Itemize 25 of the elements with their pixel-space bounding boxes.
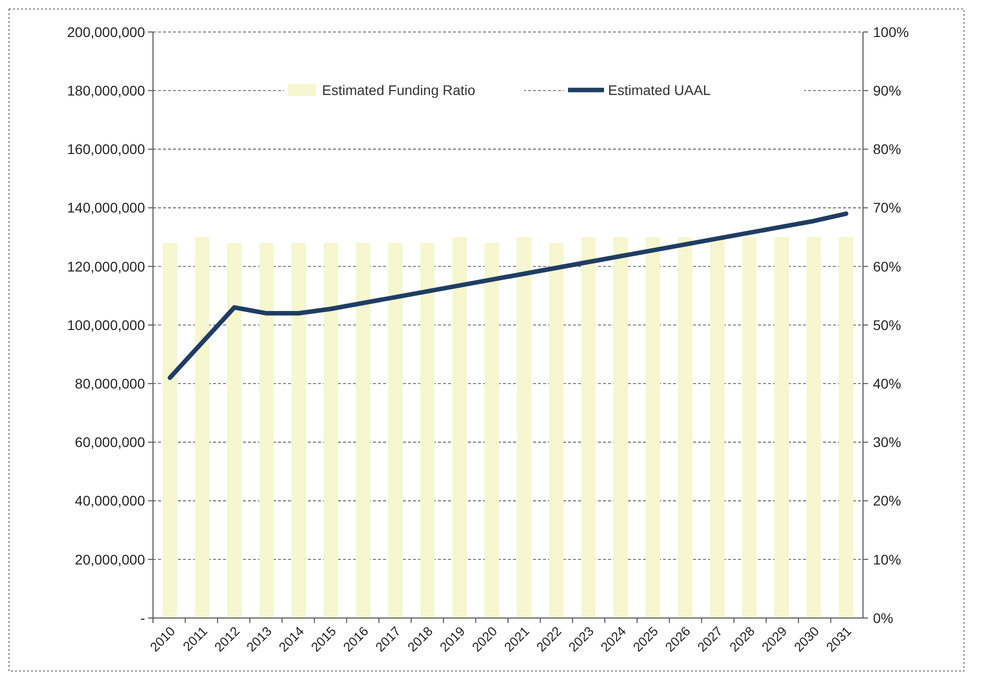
y-tick-label: 100,000,000 xyxy=(67,316,146,333)
y2-tick-label: 60% xyxy=(873,258,902,274)
y-tick-label: 40,000,000 xyxy=(74,492,146,509)
y2-tick-label: 90% xyxy=(873,82,902,98)
y2-tick-label: 70% xyxy=(873,200,902,216)
y-tick-label: 60,000,000 xyxy=(74,434,146,450)
y2-tick-label: 100% xyxy=(873,24,909,40)
y-tick-label: 20,000,000 xyxy=(74,551,146,568)
y-tick-label: 160,000,000 xyxy=(67,141,146,158)
line-series xyxy=(168,211,848,380)
y2-tick-label: 0% xyxy=(873,610,894,626)
y-tick-label: 140,000,000 xyxy=(67,200,146,216)
y-tick-label: 120,000,000 xyxy=(67,258,146,274)
legend-label: Estimated Funding Ratio xyxy=(322,82,476,98)
y2-tick-label: 20% xyxy=(873,492,902,509)
y-tick-label: 180,000,000 xyxy=(67,82,146,98)
y-tick-label: 200,000,000 xyxy=(67,24,146,40)
y2-tick-label: 50% xyxy=(873,316,902,333)
y-tick-label: - xyxy=(140,610,146,626)
y2-tick-label: 40% xyxy=(873,376,902,392)
y-tick-label: 80,000,000 xyxy=(74,376,146,392)
legend-label: Estimated UAAL xyxy=(608,82,711,98)
y2-tick-label: 30% xyxy=(873,434,902,450)
y2-tick-label: 10% xyxy=(873,551,902,568)
y2-tick-label: 80% xyxy=(873,141,902,158)
